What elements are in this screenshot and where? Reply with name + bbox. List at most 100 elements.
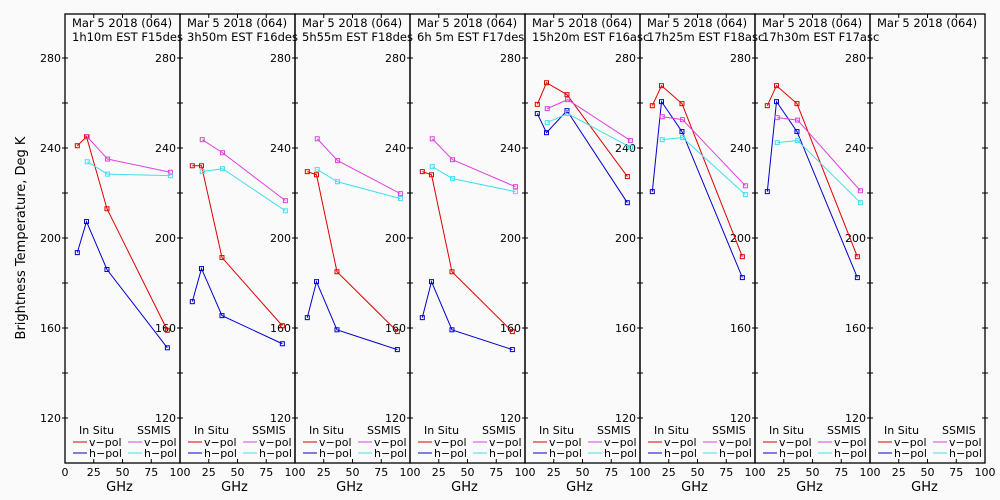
x-axis-label: GHz xyxy=(451,480,478,495)
legend-group-ssmis: SSMIS xyxy=(942,424,976,437)
y-tick-label: 120 xyxy=(155,412,176,425)
series-line xyxy=(766,84,858,257)
data-point xyxy=(534,101,540,107)
legend-group-in-situ: In Situ xyxy=(769,424,804,437)
y-tick-label: 240 xyxy=(730,142,751,155)
legend-label: v−pol xyxy=(89,436,122,449)
data-point xyxy=(742,192,748,198)
series-in-situ-v-pol xyxy=(534,80,630,180)
x-axis-label: GHz xyxy=(336,480,363,495)
data-point xyxy=(764,103,770,109)
x-axis-label: GHz xyxy=(911,480,938,495)
data-point xyxy=(739,254,745,260)
x-axis-label: GHz xyxy=(681,480,708,495)
data-point xyxy=(564,108,570,114)
x-tick-label: 25 xyxy=(317,466,331,479)
legend-label: h−pol xyxy=(434,447,467,460)
panel-title-time: 15h20m EST F16asc xyxy=(532,30,649,44)
data-point xyxy=(854,254,860,260)
panel-title-date: Mar 5 2018 (064) xyxy=(302,16,402,30)
series-ssmis-h-pol xyxy=(429,164,518,195)
y-tick-label: 200 xyxy=(500,232,521,245)
legend-group-in-situ: In Situ xyxy=(79,424,114,437)
series-line xyxy=(536,109,628,203)
series-line xyxy=(777,117,861,192)
data-point xyxy=(680,117,686,123)
legend-label: h−pol xyxy=(204,447,237,460)
data-point xyxy=(167,173,173,179)
series-line xyxy=(306,280,398,351)
legend-label: v−pol xyxy=(144,436,177,449)
data-point xyxy=(279,341,285,347)
legend-label: h−pol xyxy=(374,447,407,460)
y-tick-label: 200 xyxy=(615,232,636,245)
y-tick-label: 240 xyxy=(155,142,176,155)
y-tick-label: 280 xyxy=(155,52,176,65)
data-point xyxy=(450,157,456,163)
x-tick-label: 25 xyxy=(547,466,561,479)
data-point xyxy=(84,219,90,225)
series-line xyxy=(651,100,743,278)
series-in-situ-v-pol xyxy=(189,163,285,329)
series-line xyxy=(431,166,516,193)
series-ssmis-v-pol xyxy=(84,134,173,175)
legend-group-ssmis: SSMIS xyxy=(252,424,286,437)
legend-group-ssmis: SSMIS xyxy=(482,424,516,437)
data-point xyxy=(314,136,320,142)
series-in-situ-v-pol xyxy=(649,83,745,260)
legend-label: v−pol xyxy=(779,436,812,449)
legend-label: v−pol xyxy=(434,436,467,449)
data-point xyxy=(659,83,665,89)
panel-frame xyxy=(869,13,986,464)
data-point xyxy=(314,279,320,285)
series-ssmis-h-pol xyxy=(199,166,288,214)
y-tick-label: 200 xyxy=(155,232,176,245)
data-point xyxy=(680,135,686,141)
data-point xyxy=(774,99,780,105)
x-tick-label: 75 xyxy=(374,466,388,479)
x-axis-label: GHz xyxy=(221,480,248,495)
legend-label: v−pol xyxy=(834,436,867,449)
series-line xyxy=(651,84,743,257)
data-point xyxy=(659,114,665,120)
x-tick-label: 50 xyxy=(806,466,820,479)
data-point xyxy=(774,115,780,121)
x-tick-label: 50 xyxy=(116,466,130,479)
y-tick-label: 240 xyxy=(385,142,406,155)
x-tick-label: 100 xyxy=(170,466,191,479)
data-point xyxy=(304,315,310,321)
data-point xyxy=(854,275,860,281)
data-point xyxy=(679,101,685,107)
legend-label: v−pol xyxy=(949,436,982,449)
series-line xyxy=(547,113,631,148)
series-line xyxy=(86,161,171,177)
data-point xyxy=(509,329,515,335)
panel-8: 25 50 75 100 GHz Mar 5 2018 (064) In Situ SSMIS… xyxy=(867,13,996,495)
data-point xyxy=(397,196,403,202)
x-tick-label: 50 xyxy=(461,466,475,479)
y-tick-label: 200 xyxy=(270,232,291,245)
x-tick-label: 0 xyxy=(62,466,69,479)
series-ssmis-v-pol xyxy=(429,136,518,190)
data-point xyxy=(334,327,340,333)
x-tick-label: 50 xyxy=(346,466,360,479)
series-line xyxy=(777,140,861,204)
series-line xyxy=(86,136,171,173)
data-point xyxy=(794,129,800,135)
x-tick-label: 100 xyxy=(400,466,421,479)
y-tick-label: 120 xyxy=(615,412,636,425)
legend-label: v−pol xyxy=(719,436,752,449)
legend-label: v−pol xyxy=(204,436,237,449)
y-tick-label: 120 xyxy=(270,412,291,425)
data-point xyxy=(649,189,655,195)
series-line xyxy=(316,169,401,200)
panel-title-time: 5h55m EST F18des xyxy=(302,30,413,44)
panel-2: 120 160 200 240 280 25 50 75 100 GHz Mar 5 2018 (0… xyxy=(177,13,306,495)
panel-title-date: Mar 5 2018 (064) xyxy=(417,16,517,30)
series-in-situ-h-pol xyxy=(764,99,860,281)
y-tick-label: 280 xyxy=(845,52,866,65)
data-point xyxy=(335,179,341,185)
